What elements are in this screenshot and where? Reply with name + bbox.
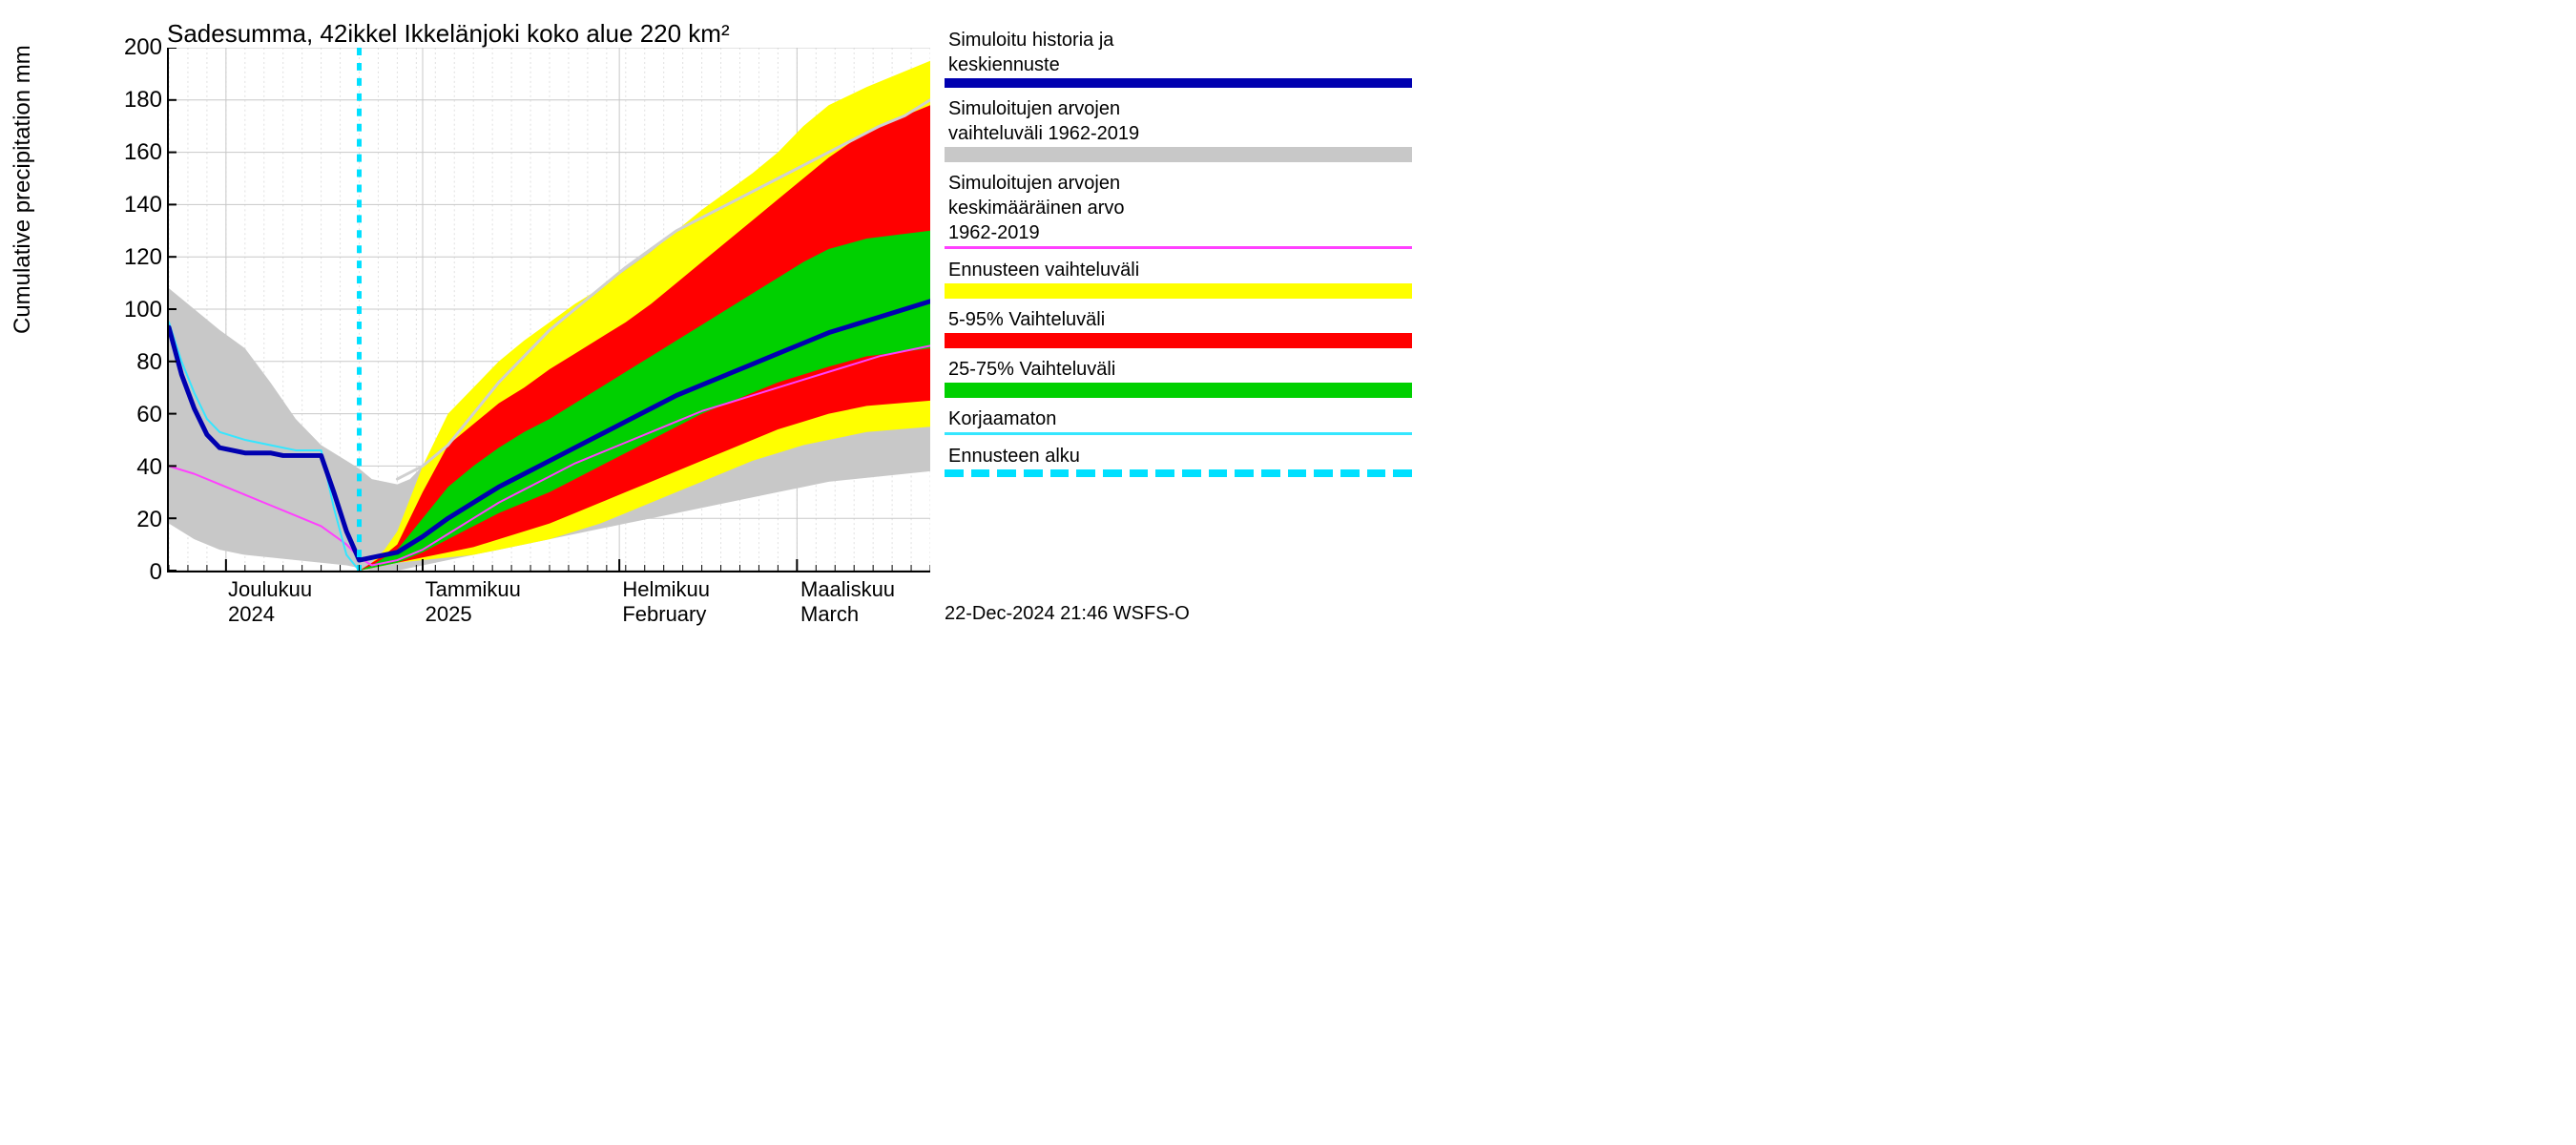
footer-timestamp: 22-Dec-2024 21:46 WSFS-O: [945, 603, 1190, 625]
legend-entry: Simuloitu historia jakeskiennuste: [945, 29, 1412, 88]
legend-label: Ennusteen alku: [945, 445, 1412, 468]
legend-label: Simuloitu historia ja: [945, 29, 1412, 52]
legend-label: vaihteluväli 1962-2019: [945, 122, 1412, 145]
y-tick-label: 160: [95, 139, 162, 166]
x-month-sublabel: February: [622, 602, 706, 627]
plot-svg: [169, 48, 930, 571]
y-tick-label: 20: [95, 507, 162, 533]
legend-line: [945, 432, 1412, 435]
legend-entry: 5-95% Vaihteluväli: [945, 308, 1412, 348]
y-tick-label: 40: [95, 454, 162, 481]
legend-entry: Simuloitujen arvojenvaihteluväli 1962-20…: [945, 97, 1412, 162]
y-tick-label: 60: [95, 402, 162, 428]
legend-swatch: [945, 333, 1412, 348]
x-month-sublabel: 2025: [426, 602, 472, 627]
chart-page: Sadesumma, 42ikkel Ikkelänjoki koko alue…: [0, 0, 1431, 639]
x-month-label: Tammikuu: [426, 577, 521, 602]
legend-entry: Korjaamaton: [945, 407, 1412, 435]
y-tick-label: 200: [95, 34, 162, 61]
legend-entry: 25-75% Vaihteluväli: [945, 358, 1412, 398]
legend-line: [945, 78, 1412, 88]
plot-area: [167, 48, 930, 572]
legend-label: keskimääräinen arvo: [945, 197, 1412, 219]
legend-entry: Ennusteen alku: [945, 445, 1412, 477]
y-tick-label: 80: [95, 349, 162, 376]
x-tick-container: Joulukuu2024 Tammikuu2025 HelmikuuFebruary…: [167, 577, 930, 635]
legend-dash: [945, 469, 1412, 477]
x-month-label: Maaliskuu: [800, 577, 895, 602]
y-tick-label: 180: [95, 87, 162, 114]
legend-entry: Ennusteen vaihteluväli: [945, 259, 1412, 299]
legend-label: 25-75% Vaihteluväli: [945, 358, 1412, 381]
legend-swatch: [945, 283, 1412, 299]
legend-entry: Simuloitujen arvojenkeskimääräinen arvo …: [945, 172, 1412, 249]
legend-swatch: [945, 147, 1412, 162]
legend-label: 5-95% Vaihteluväli: [945, 308, 1412, 331]
legend-label: keskiennuste: [945, 53, 1412, 76]
legend-line: [945, 246, 1412, 249]
y-tick-label: 140: [95, 192, 162, 219]
x-month-sublabel: 2024: [228, 602, 275, 627]
legend-label: 1962-2019: [945, 221, 1412, 244]
legend-label: Korjaamaton: [945, 407, 1412, 430]
legend-label: Simuloitujen arvojen: [945, 172, 1412, 195]
chart-title: Sadesumma, 42ikkel Ikkelänjoki koko alue…: [167, 19, 730, 49]
y-tick-container: 020406080100120140160180200: [95, 48, 162, 572]
y-tick-label: 120: [95, 244, 162, 271]
y-tick-label: 100: [95, 297, 162, 323]
legend-swatch: [945, 383, 1412, 398]
x-month-label: Helmikuu: [622, 577, 710, 602]
x-month-sublabel: March: [800, 602, 859, 627]
legend: Simuloitu historia jakeskiennusteSimuloi…: [945, 29, 1412, 487]
y-axis-label: Cumulative precipitation mm: [10, 45, 36, 334]
x-month-label: Joulukuu: [228, 577, 312, 602]
legend-label: Simuloitujen arvojen: [945, 97, 1412, 120]
y-tick-label: 0: [95, 559, 162, 586]
legend-label: Ennusteen vaihteluväli: [945, 259, 1412, 281]
